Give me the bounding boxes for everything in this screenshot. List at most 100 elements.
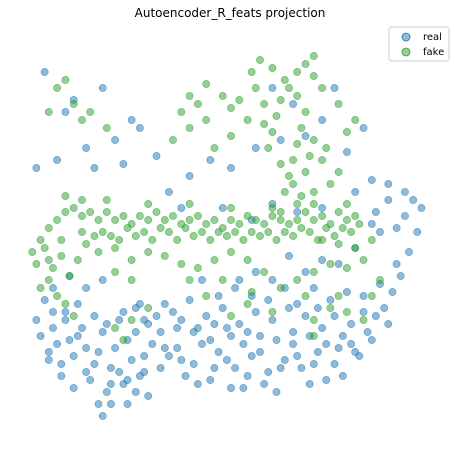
point-fake-91	[61, 192, 70, 200]
point-real-145	[164, 188, 173, 196]
point-fake-93	[102, 196, 111, 204]
point-real-21	[49, 324, 57, 332]
point-fake-0	[28, 248, 37, 256]
point-fake-6	[78, 212, 86, 220]
point-real-63	[396, 272, 405, 280]
point-fake-25	[235, 220, 244, 228]
point-fake-177	[144, 248, 153, 256]
point-real-187	[82, 284, 90, 292]
point-real-52	[305, 380, 314, 388]
point-fake-68	[264, 228, 273, 236]
point-real-127	[61, 316, 70, 324]
point-real-178	[330, 84, 339, 92]
point-real-86	[405, 248, 413, 256]
point-fake-166	[326, 260, 335, 268]
point-fake-192	[144, 304, 153, 312]
point-fake-26	[243, 212, 252, 220]
point-fake-164	[359, 256, 368, 264]
point-real-189	[49, 284, 57, 292]
point-real-123	[57, 372, 66, 380]
point-real-42	[222, 324, 231, 332]
point-real-159	[371, 208, 380, 216]
point-fake-80	[36, 284, 45, 292]
point-fake-109	[272, 112, 281, 120]
point-real-138	[227, 332, 235, 340]
point-fake-144	[86, 108, 95, 116]
point-real-196	[210, 364, 219, 372]
point-fake-179	[111, 268, 119, 276]
point-real-101	[313, 304, 322, 312]
point-real-193	[260, 380, 268, 388]
point-real-36	[173, 324, 182, 332]
point-real-67	[334, 344, 343, 352]
point-fake-145	[102, 124, 111, 132]
point-real-33	[148, 340, 157, 348]
point-real-16	[131, 328, 140, 336]
point-fake-64	[231, 228, 239, 236]
point-fake-150	[202, 116, 211, 124]
point-real-143	[135, 124, 144, 132]
point-fake-95	[185, 200, 194, 208]
point-real-136	[193, 324, 202, 332]
point-real-41	[214, 348, 223, 356]
point-fake-138	[318, 156, 326, 164]
point-fake-175	[177, 260, 186, 268]
point-real-88	[417, 204, 426, 212]
point-fake-43	[57, 252, 66, 260]
point-real-146	[185, 172, 194, 180]
point-fake-49	[107, 232, 115, 240]
point-fake-161	[334, 240, 343, 248]
point-fake-184	[334, 292, 343, 300]
point-real-100	[293, 300, 302, 308]
point-real-141	[61, 108, 70, 116]
point-real-71	[268, 316, 277, 324]
point-real-98	[251, 268, 260, 276]
point-fake-72	[297, 224, 306, 232]
point-fake-160	[318, 236, 326, 244]
point-real-192	[309, 360, 318, 368]
point-real-93	[334, 260, 343, 268]
point-fake-37	[334, 208, 343, 216]
point-fake-171	[243, 256, 252, 264]
point-real-72	[251, 308, 260, 316]
legend-label-fake: fake	[423, 47, 444, 58]
point-real-70	[285, 304, 293, 312]
point-fake-97	[268, 204, 277, 212]
point-fake-61	[206, 236, 215, 244]
point-fake-194	[202, 292, 211, 300]
point-real-162	[98, 84, 107, 92]
point-fake-143	[78, 116, 86, 124]
point-real-87	[413, 228, 422, 236]
point-fake-63	[222, 232, 231, 240]
point-real-28	[107, 400, 115, 408]
point-real-46	[256, 332, 264, 340]
point-real-124	[44, 356, 53, 364]
point-real-51	[297, 364, 306, 372]
point-real-66	[351, 348, 360, 356]
point-fake-30	[276, 216, 285, 224]
point-real-56	[338, 372, 347, 380]
point-real-140	[111, 136, 119, 144]
point-real-38	[189, 360, 198, 368]
point-fake-196	[367, 292, 376, 300]
point-fake-131	[227, 104, 235, 112]
point-fake-168	[293, 276, 302, 284]
point-fake-130	[235, 96, 244, 104]
point-fake-126	[309, 72, 318, 80]
point-fake-198	[309, 332, 318, 340]
point-real-132	[131, 304, 140, 312]
point-fake-187	[243, 300, 252, 308]
point-fake-40	[32, 260, 41, 268]
point-fake-1	[36, 236, 45, 244]
point-real-29	[115, 368, 124, 376]
point-real-186	[98, 276, 107, 284]
point-real-170	[293, 208, 302, 216]
point-fake-139	[322, 144, 331, 152]
point-real-24	[73, 300, 82, 308]
point-real-109	[272, 336, 281, 344]
point-real-102	[330, 312, 339, 320]
point-fake-78	[347, 228, 355, 236]
point-fake-46	[82, 240, 90, 248]
point-fake-48	[98, 228, 107, 236]
point-fake-90	[127, 256, 136, 264]
